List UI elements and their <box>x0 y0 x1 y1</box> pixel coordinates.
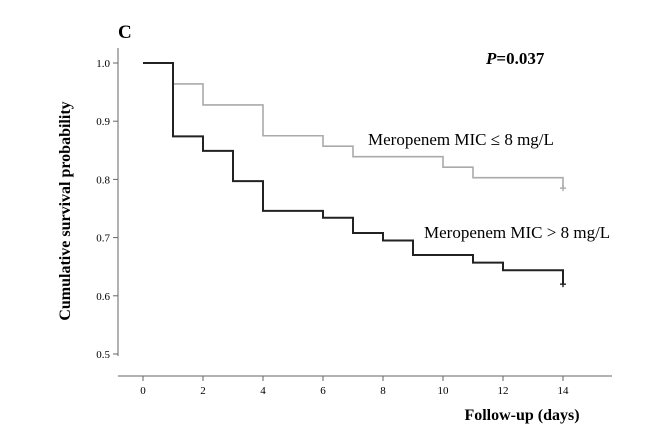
series-layer <box>143 62 566 288</box>
y-tick-label: 0.9 <box>96 116 110 128</box>
x-axis-title: Follow-up (days) <box>464 407 579 424</box>
panel-label: C <box>118 22 132 43</box>
p-value-prefix: P <box>485 49 497 68</box>
series-label-1: Meropenem MIC ≤ 8 mg/L <box>368 130 554 149</box>
p-value-text: =0.037 <box>496 49 544 68</box>
axes: 0.5 0.6 0.7 0.8 0.9 1.0 0 2 4 6 8 10 12 14 <box>96 48 612 397</box>
x-tick-label: 0 <box>140 385 146 397</box>
y-tick-label: 0.6 <box>96 291 110 303</box>
y-tick-label: 1.0 <box>96 58 110 70</box>
x-tick-label: 4 <box>260 385 266 397</box>
x-tick-label: 6 <box>320 385 326 397</box>
x-tick-label: 12 <box>498 385 509 397</box>
x-tick-label: 14 <box>558 385 570 397</box>
series-labels: Meropenem MIC ≤ 8 mg/L Meropenem MIC > 8 … <box>368 130 610 242</box>
y-tick-label: 0.7 <box>96 233 110 245</box>
x-tick-label: 2 <box>200 385 206 397</box>
series-line-1 <box>143 62 564 189</box>
p-value: P=0.037 <box>485 49 545 68</box>
x-tick-label: 8 <box>380 385 386 397</box>
y-tick-label: 0.8 <box>96 174 110 186</box>
series-label-2: Meropenem MIC > 8 mg/L <box>424 223 610 242</box>
x-tick-label: 10 <box>438 385 450 397</box>
y-tick-label: 0.5 <box>96 349 110 361</box>
y-axis-title: Cumulative survival probability <box>57 101 74 320</box>
series-line-2 <box>143 62 564 285</box>
